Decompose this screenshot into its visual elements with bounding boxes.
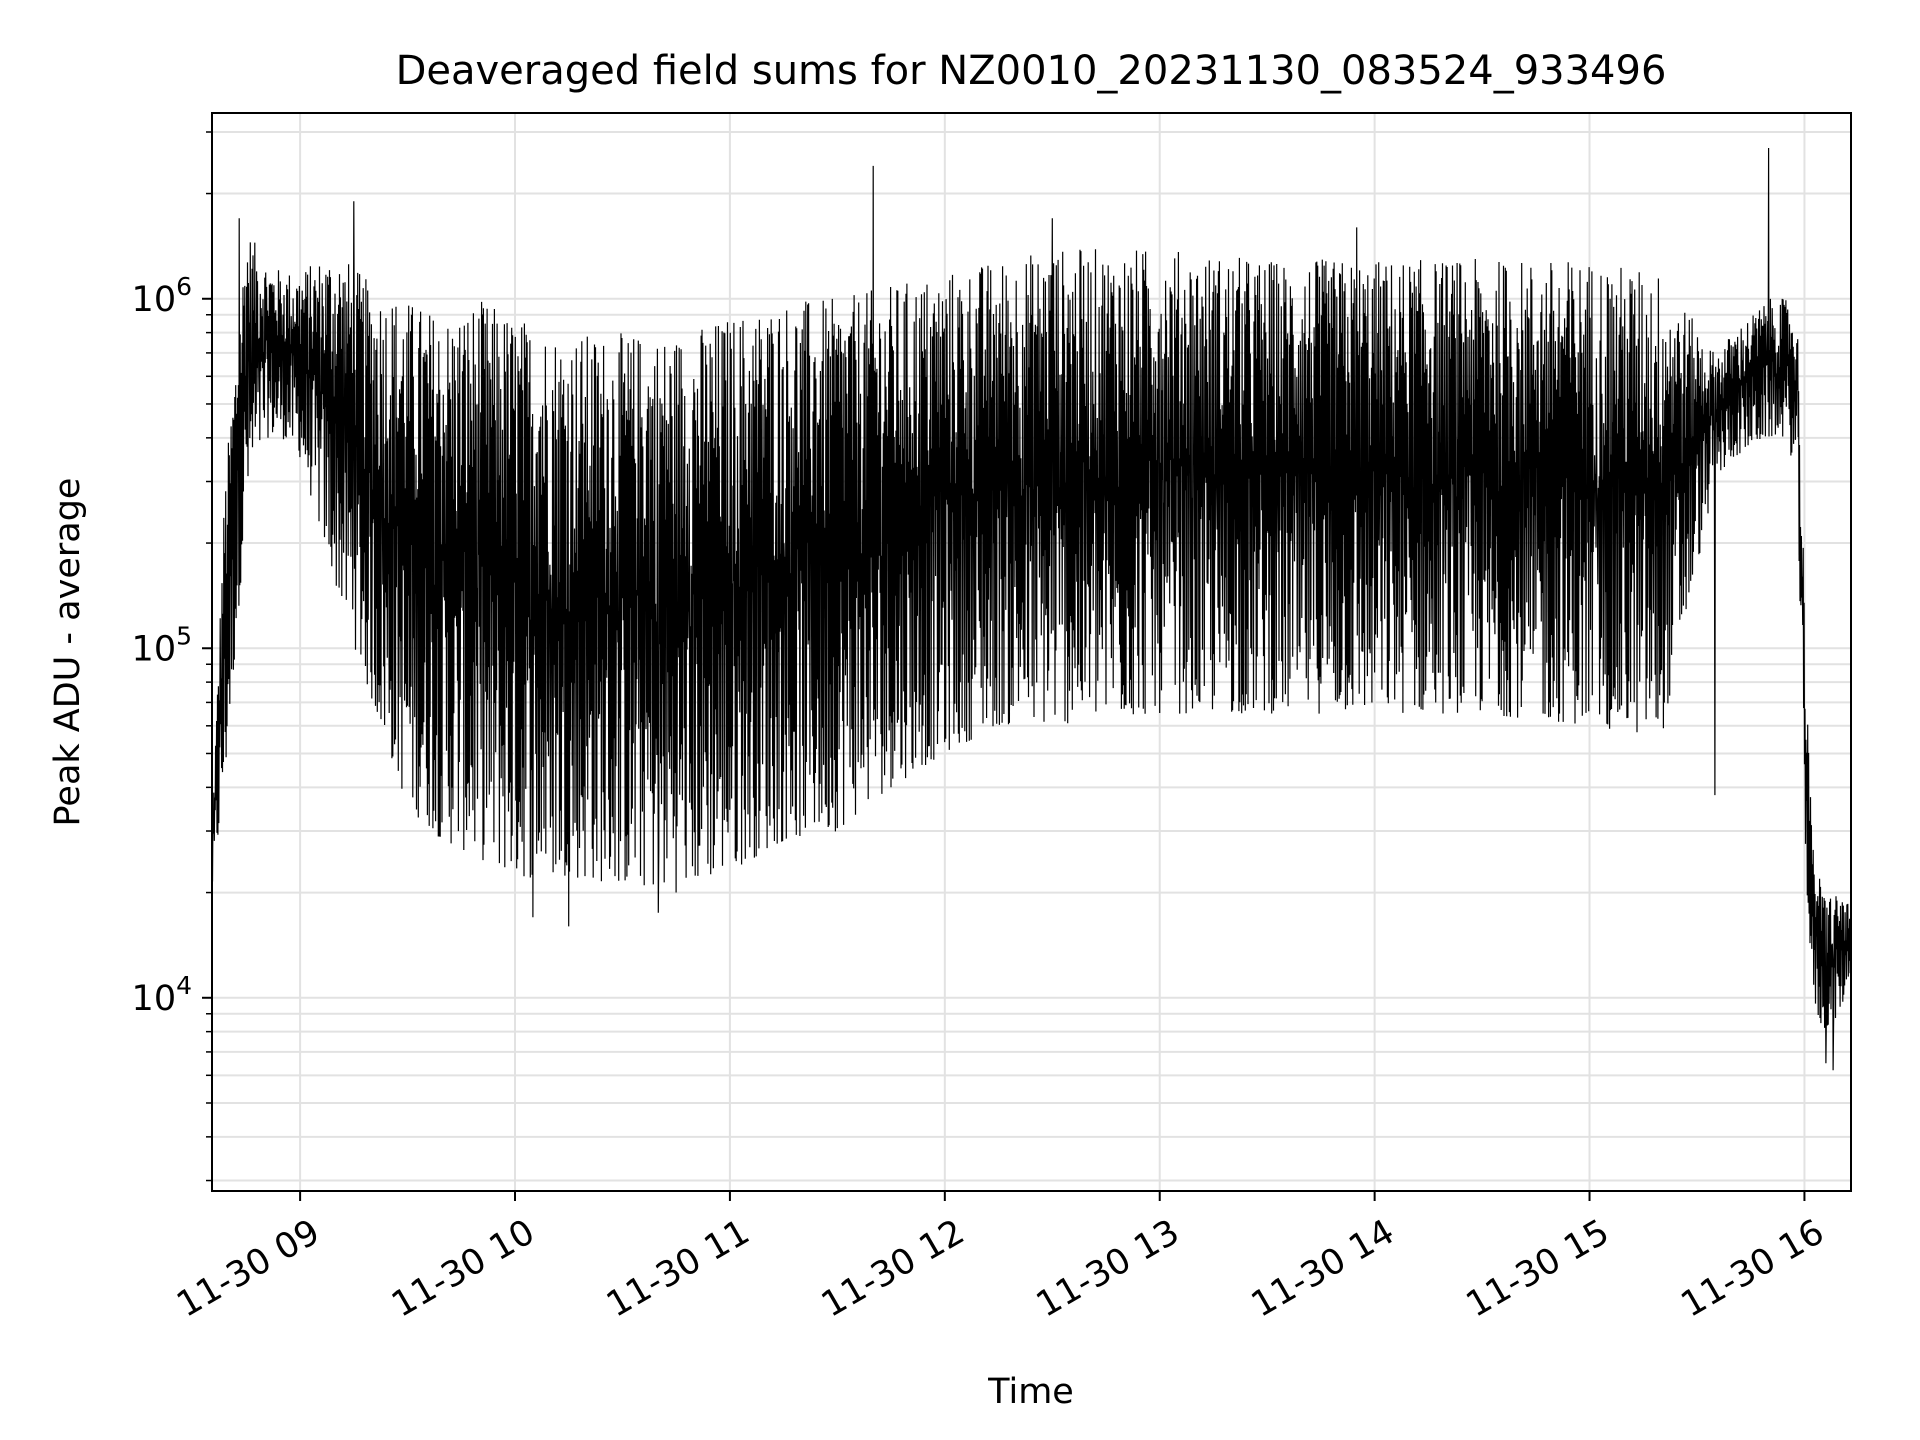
data-series — [211, 147, 1852, 1071]
y-tick-base: 10 — [132, 979, 177, 1019]
y-tick-exponent: 4 — [176, 971, 192, 1000]
y-axis-label: Peak ADU - average — [48, 478, 88, 827]
y-tick-base: 10 — [132, 629, 177, 669]
y-tick-exponent: 6 — [176, 272, 192, 301]
chart-title: Deaveraged field sums for NZ0010_2023113… — [396, 48, 1667, 94]
y-tick-label: 105 — [132, 621, 192, 669]
series-line-peak-adu — [211, 147, 1852, 1071]
y-tick-exponent: 5 — [176, 621, 192, 650]
y-tick-label: 104 — [132, 971, 192, 1019]
y-tick-label: 106 — [132, 272, 192, 320]
x-axis-label: Time — [987, 1372, 1074, 1412]
y-tick-base: 10 — [132, 280, 177, 320]
plot-frame — [211, 112, 1852, 1192]
